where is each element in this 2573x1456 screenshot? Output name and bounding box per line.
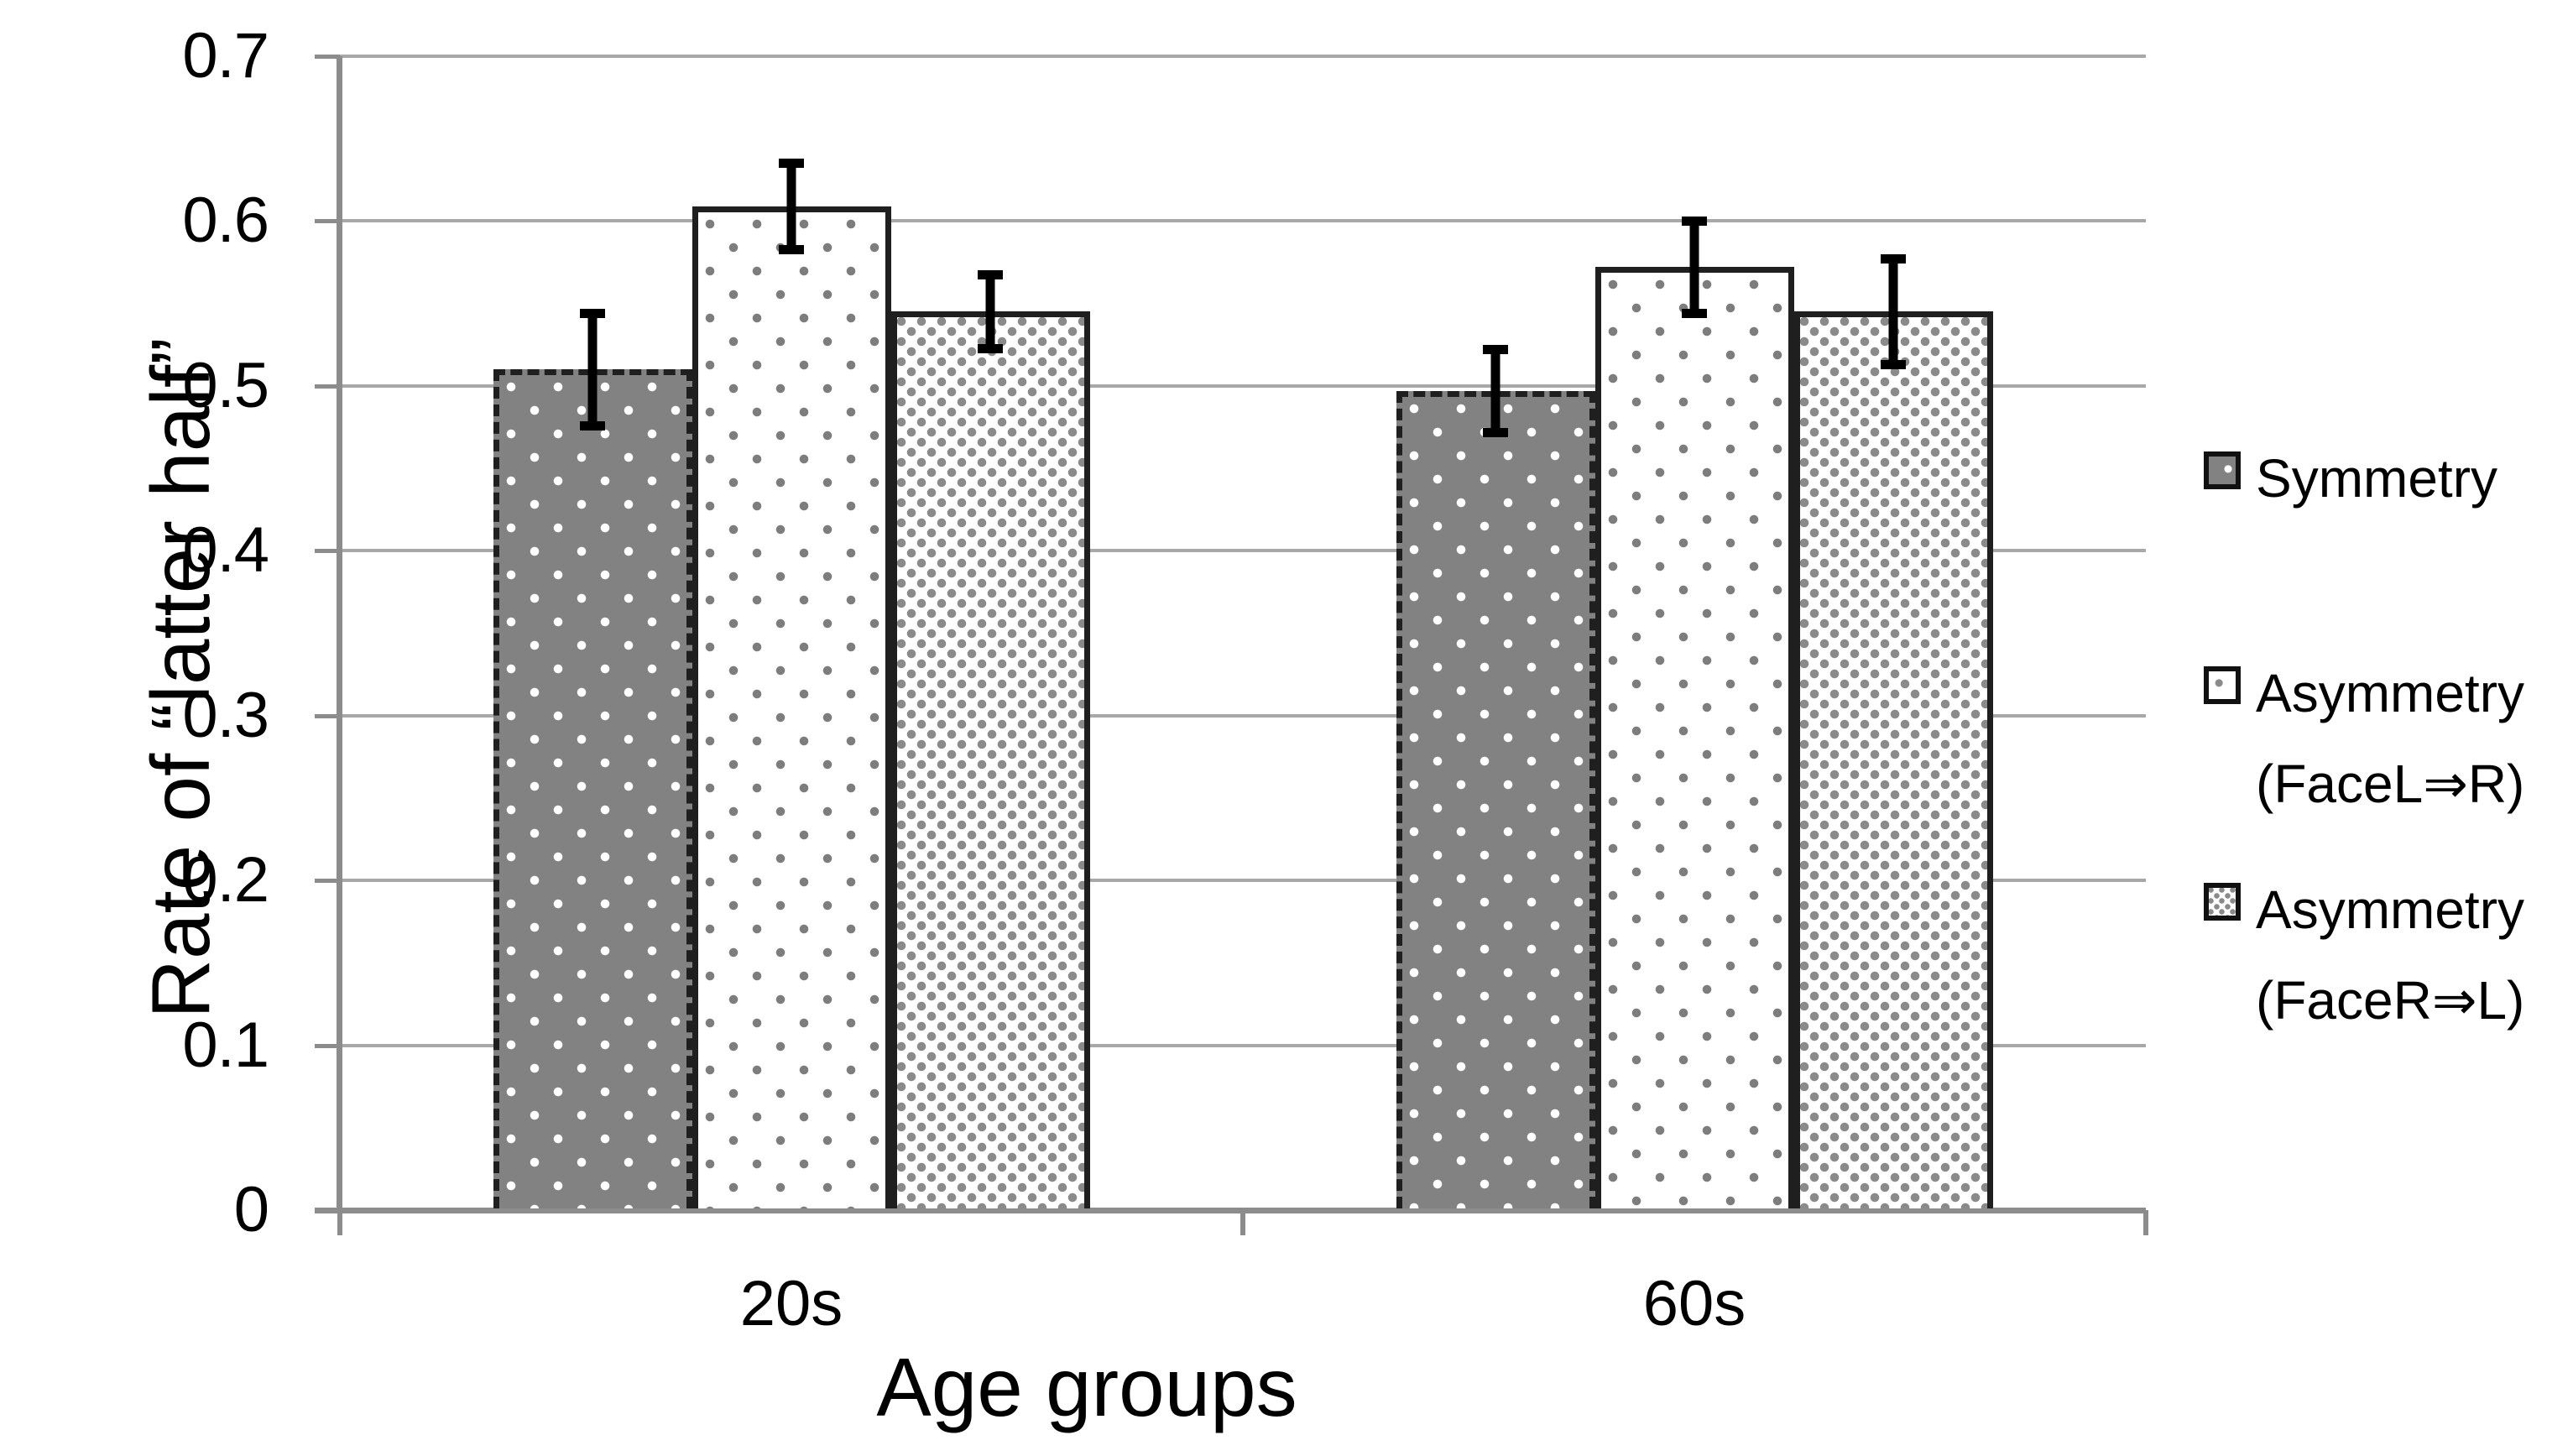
y-tick bbox=[315, 55, 340, 59]
error-bar-cap-bottom bbox=[1881, 360, 1906, 370]
y-tick bbox=[315, 713, 340, 718]
legend-label: Asymmetry (FaceR⇒L) bbox=[2256, 879, 2525, 1031]
gridline bbox=[340, 713, 2146, 718]
y-axis-line bbox=[337, 56, 342, 1213]
y-tick-label: 0 bbox=[233, 1174, 269, 1245]
y-tick bbox=[315, 1043, 340, 1048]
gridline bbox=[340, 549, 2146, 553]
y-tick-label: 0.7 bbox=[182, 20, 269, 91]
gridline bbox=[340, 1043, 2146, 1047]
error-bar-cap-bottom bbox=[1682, 309, 1707, 319]
y-tick-label: 0.5 bbox=[182, 349, 269, 421]
gridline bbox=[340, 55, 2146, 58]
gridline bbox=[340, 879, 2146, 883]
error-bar bbox=[580, 308, 605, 431]
error-bar-stem bbox=[1888, 253, 1898, 370]
error-bar-cap-bottom bbox=[580, 420, 605, 431]
category-label: 20s bbox=[739, 1268, 843, 1339]
error-bar-cap-top bbox=[580, 308, 605, 318]
error-bar-cap-top bbox=[1483, 344, 1508, 354]
y-tick-label: 0.1 bbox=[182, 1009, 269, 1081]
bar-asymmetry-facel-r--60s bbox=[1594, 267, 1794, 1208]
error-bar-cap-top bbox=[978, 270, 1003, 280]
error-bar-stem bbox=[786, 158, 796, 254]
y-tick bbox=[315, 549, 340, 554]
gridline bbox=[340, 384, 2146, 388]
error-bar-stem bbox=[587, 308, 598, 431]
error-bar-stem bbox=[1689, 216, 1699, 319]
error-bar-cap-bottom bbox=[1483, 427, 1508, 437]
y-tick-label: 0.6 bbox=[182, 185, 269, 257]
error-bar bbox=[1682, 216, 1707, 319]
y-tick bbox=[315, 879, 340, 884]
legend-item-asymmetry-facer-l-: Asymmetry (FaceR⇒L) bbox=[2204, 864, 2524, 1046]
error-bar-cap-bottom bbox=[779, 244, 804, 254]
legend-swatch bbox=[2204, 451, 2241, 489]
y-tick-label: 0.3 bbox=[182, 679, 269, 751]
legend-label: Asymmetry (FaceL⇒R) bbox=[2256, 663, 2525, 814]
category-label: 60s bbox=[1642, 1268, 1746, 1339]
error-bar-stem bbox=[985, 270, 995, 353]
y-tick-label: 0.2 bbox=[182, 844, 269, 916]
legend-label: Symmetry bbox=[2256, 448, 2497, 509]
error-bar-cap-top bbox=[1682, 216, 1707, 226]
bar-symmetry-60s bbox=[1396, 390, 1595, 1208]
y-tick bbox=[315, 219, 340, 224]
error-bar bbox=[978, 270, 1003, 353]
legend-item-symmetry: Symmetry bbox=[2204, 433, 2497, 524]
bar-asymmetry-facer-l--60s bbox=[1793, 311, 1993, 1208]
error-bar bbox=[779, 158, 804, 254]
y-tick bbox=[315, 384, 340, 389]
x-tick bbox=[337, 1210, 342, 1235]
x-tick bbox=[2143, 1210, 2148, 1235]
legend-swatch bbox=[2204, 883, 2241, 921]
x-tick bbox=[1240, 1210, 1245, 1235]
bar-asymmetry-facer-l--20s bbox=[890, 311, 1090, 1208]
legend-item-asymmetry-facel-r-: Asymmetry (FaceL⇒R) bbox=[2204, 648, 2524, 829]
error-bar bbox=[1483, 344, 1508, 437]
bar-symmetry-20s bbox=[493, 369, 692, 1208]
plot-area bbox=[340, 55, 2146, 1210]
x-axis-title: Age groups bbox=[876, 1341, 1297, 1433]
error-bar bbox=[1881, 253, 1906, 370]
error-bar-cap-top bbox=[779, 158, 804, 168]
error-bar-stem bbox=[1490, 344, 1500, 437]
y-tick-label: 0.4 bbox=[182, 514, 269, 587]
gridline bbox=[340, 219, 2146, 223]
error-bar-cap-top bbox=[1881, 253, 1906, 264]
legend-swatch bbox=[2204, 666, 2241, 704]
error-bar-cap-bottom bbox=[978, 343, 1003, 353]
x-axis-line bbox=[315, 1208, 2146, 1213]
bar-asymmetry-facel-r--20s bbox=[692, 206, 891, 1208]
